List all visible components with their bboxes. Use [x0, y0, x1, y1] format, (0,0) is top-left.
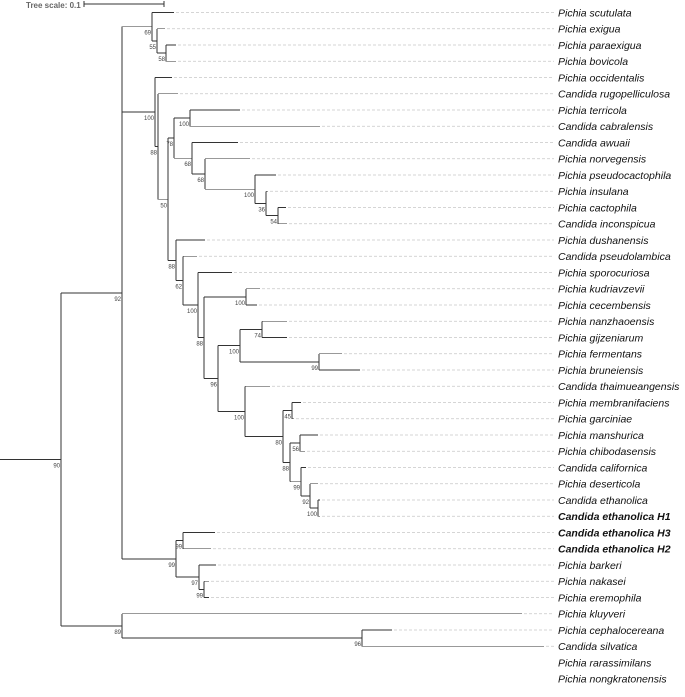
support-value: 55 [149, 45, 156, 51]
taxon-label: Pichia membranifaciens [558, 397, 670, 409]
taxon-label: Pichia cecembensis [558, 300, 652, 312]
taxon-label: Candida inconspicua [558, 219, 656, 231]
taxon-label: Pichia bovicola [558, 56, 628, 68]
taxon-label: Pichia cephalocereana [558, 625, 664, 637]
tree-scale: Tree scale: 0.1 [26, 1, 165, 10]
taxon-label: Pichia eremophila [558, 592, 642, 604]
support-value: 88 [282, 466, 289, 472]
support-value: 54 [270, 220, 277, 226]
taxon-label: Pichia paraexigua [558, 40, 642, 52]
support-value: 58 [158, 57, 165, 63]
support-value: 100 [229, 350, 240, 356]
taxon-label: Candida californica [558, 462, 647, 474]
tip-labels: Pichia scutulata Pichia exigua Pichia para… [558, 7, 680, 685]
branches [0, 12, 544, 647]
taxon-label: Pichia kluyveri [558, 609, 626, 621]
support-value: 99 [311, 366, 318, 372]
taxon-label: Candida thaimueangensis [558, 381, 680, 393]
support-value: 99 [168, 563, 175, 569]
taxon-label: Pichia terricola [558, 105, 627, 117]
support-value: 68 [184, 162, 191, 168]
taxon-label: Pichia deserticola [558, 479, 640, 491]
support-value: 45 [284, 415, 291, 421]
support-value: 92 [114, 297, 121, 303]
taxon-label: Pichia cactophila [558, 202, 637, 214]
taxon-label: Pichia fermentans [558, 349, 643, 361]
support-value: 96 [210, 383, 217, 389]
support-value: 36 [258, 207, 265, 213]
taxon-label: Pichia pseudocactophila [558, 170, 671, 182]
taxon-label: Pichia bruneiensis [558, 365, 644, 377]
support-value: 92 [302, 500, 309, 506]
taxon-label: Pichia gijzeniarum [558, 332, 643, 344]
taxon-label: Candida ethanolica H3 [558, 527, 671, 539]
tree-scale-label: Tree scale: 0.1 [26, 1, 81, 10]
support-value: 100 [244, 193, 255, 199]
taxon-label: Pichia scutulata [558, 7, 632, 19]
taxon-label: Pichia chibodasensis [558, 446, 657, 458]
support-value: 62 [175, 285, 182, 291]
taxon-label: Pichia kudriavzevii [558, 284, 645, 296]
support-value: 50 [160, 203, 167, 209]
taxon-label: Pichia nanzhaoensis [558, 316, 655, 328]
taxon-label: Pichia nakasei [558, 576, 626, 588]
taxon-label: Candida pseudolambica [558, 251, 671, 263]
support-value: 99 [175, 545, 182, 551]
taxon-label: Pichia rarassimilans [558, 657, 652, 669]
taxon-label: Pichia sporocuriosa [558, 267, 650, 279]
support-value: 97 [191, 581, 198, 587]
support-value: 78 [166, 142, 173, 148]
taxon-label: Pichia insulana [558, 186, 629, 198]
support-value: 100 [235, 301, 246, 307]
taxon-label: Candida rugopelliculosa [558, 89, 670, 101]
taxon-label: Candida cabralensis [558, 121, 654, 133]
support-value: 56 [292, 447, 299, 453]
support-value: 88 [150, 151, 157, 157]
support-value: 99 [196, 593, 203, 599]
support-value: 88 [168, 264, 175, 270]
support-value: 69 [144, 31, 151, 37]
taxon-label: Pichia nongkratonensis [558, 674, 667, 686]
support-value: 100 [144, 116, 155, 122]
taxon-label: Candida silvatica [558, 641, 638, 653]
taxon-label: Pichia norvegensis [558, 154, 647, 166]
support-value: 90 [53, 463, 60, 469]
support-value: 89 [114, 630, 121, 636]
support-value: 80 [275, 441, 282, 447]
taxon-label: Candida ethanolica H1 [558, 511, 671, 523]
taxon-label: Candida ethanolica [558, 495, 648, 507]
taxon-label: Pichia manshurica [558, 430, 644, 442]
support-value: 100 [307, 512, 318, 518]
support-value: 74 [254, 333, 261, 339]
taxon-label: Pichia garciniae [558, 414, 632, 426]
support-value: 99 [293, 486, 300, 492]
support-value: 88 [196, 342, 203, 348]
support-value: 100 [234, 415, 245, 421]
taxon-label: Pichia barkeri [558, 560, 622, 572]
taxon-label: Pichia occidentalis [558, 72, 645, 84]
leader-lines [167, 12, 554, 647]
support-value: 100 [187, 309, 198, 315]
support-value: 100 [179, 122, 190, 128]
taxon-label: Candida awuaii [558, 137, 630, 149]
taxon-label: Pichia dushanensis [558, 235, 649, 247]
taxon-label: Pichia exigua [558, 24, 621, 36]
support-value: 96 [354, 642, 361, 648]
taxon-label: Candida ethanolica H2 [558, 544, 671, 556]
support-value: 68 [197, 178, 204, 184]
